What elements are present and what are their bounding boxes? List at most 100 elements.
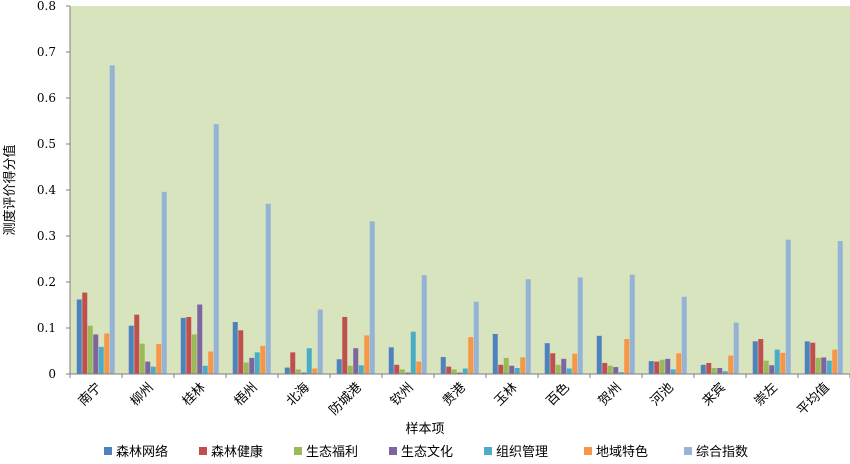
bar: [134, 314, 140, 374]
y-ticks-group: 0 0.1 0.2 0.3 0.4 0.5 0.6 0.7 0.8: [37, 0, 70, 381]
legend-swatch: [199, 447, 207, 455]
bar: [577, 277, 583, 374]
bar: [821, 357, 827, 374]
bar: [520, 357, 526, 374]
bar: [76, 299, 82, 374]
bar: [826, 360, 832, 374]
bar: [109, 65, 115, 374]
bar: [780, 352, 786, 374]
bar: [440, 356, 446, 374]
legend: 森林网络 森林健康 生态福利 生态文化 组织管理 地域特色 综合指数: [104, 444, 748, 460]
bar: [763, 360, 769, 374]
legend-label: 森林网络: [116, 444, 168, 460]
bar: [550, 353, 556, 374]
bar: [462, 368, 468, 374]
bar: [492, 333, 498, 374]
legend-swatch: [294, 447, 302, 455]
bar: [254, 352, 260, 374]
y-tick-label: 0: [48, 367, 56, 381]
bar: [832, 349, 838, 374]
legend-label: 地域特色: [596, 444, 648, 460]
bar: [717, 368, 723, 374]
bar: [733, 322, 739, 374]
legend-label: 生态文化: [401, 445, 453, 460]
bar: [544, 343, 550, 374]
y-tick-label: 0.5: [37, 137, 56, 151]
bar: [104, 333, 110, 374]
bar: [145, 361, 151, 374]
x-ticks-group: 南宁 柳州 桂林 梧州 北海 防城港 钦州 贵港 玉林 百色 贺州 河池 来宾 崇左 平均值: [69, 374, 850, 419]
bar: [336, 359, 342, 374]
category-label: 南宁: [75, 380, 105, 410]
bar: [509, 365, 515, 374]
legend-swatch: [484, 447, 492, 455]
y-tick-label: 0.6: [37, 91, 56, 105]
bar: [572, 353, 578, 374]
bar: [752, 341, 758, 374]
y-tick-label: 0.7: [37, 45, 56, 59]
category-label: 贺州: [596, 380, 625, 409]
bar: [670, 369, 676, 374]
bar: [161, 191, 167, 374]
bar: [369, 221, 375, 374]
bar: [342, 316, 348, 374]
bar: [629, 274, 635, 374]
bar: [180, 317, 186, 374]
bar: [191, 334, 197, 374]
bar: [665, 358, 671, 374]
category-label: 钦州: [388, 380, 417, 409]
bar: [654, 361, 660, 374]
bar: [785, 239, 791, 374]
category-label: 桂林: [180, 380, 209, 409]
bar: [451, 369, 457, 374]
bar: [473, 301, 479, 374]
bar: [208, 351, 214, 374]
bar: [769, 365, 775, 374]
category-label: 玉林: [492, 380, 521, 409]
y-tick-label: 0.3: [37, 229, 56, 243]
legend-swatch: [104, 447, 112, 455]
bar: [624, 339, 630, 374]
bar: [648, 361, 654, 374]
bar: [607, 365, 613, 374]
y-tick-label: 0.8: [37, 0, 56, 13]
bar: [353, 348, 359, 374]
bar: [232, 322, 238, 374]
bar: [421, 275, 427, 374]
bar: [468, 337, 474, 374]
bar: [659, 359, 665, 374]
bar: [139, 343, 145, 374]
bar: [98, 346, 104, 374]
bar: [405, 372, 411, 374]
bar: [238, 330, 244, 374]
bar: [700, 364, 706, 374]
bar: [457, 372, 463, 374]
bar: [810, 342, 816, 374]
y-axis-title: 测度评价得分值: [2, 144, 18, 235]
bar: [364, 335, 370, 374]
legend-swatch: [684, 447, 692, 455]
bar: [260, 345, 266, 374]
bar: [301, 372, 307, 374]
category-label: 河池: [648, 380, 677, 409]
bar: [249, 357, 255, 374]
bar: [410, 331, 416, 374]
bar: [815, 357, 821, 374]
bar: [317, 309, 323, 374]
category-label: 平均值: [794, 380, 833, 419]
bar: [197, 304, 203, 374]
bar: [618, 372, 624, 374]
bar: [566, 368, 572, 374]
bar: [312, 368, 318, 374]
bars-group: [76, 65, 843, 374]
category-label: 柳州: [128, 380, 157, 409]
bar: [93, 334, 99, 374]
category-label: 北海: [284, 380, 313, 409]
legend-label: 生态福利: [306, 445, 358, 460]
bar: [561, 358, 567, 374]
bar: [837, 241, 843, 374]
category-label: 崇左: [752, 380, 781, 409]
x-axis-title: 样本项: [405, 422, 444, 437]
bar: [706, 362, 712, 374]
